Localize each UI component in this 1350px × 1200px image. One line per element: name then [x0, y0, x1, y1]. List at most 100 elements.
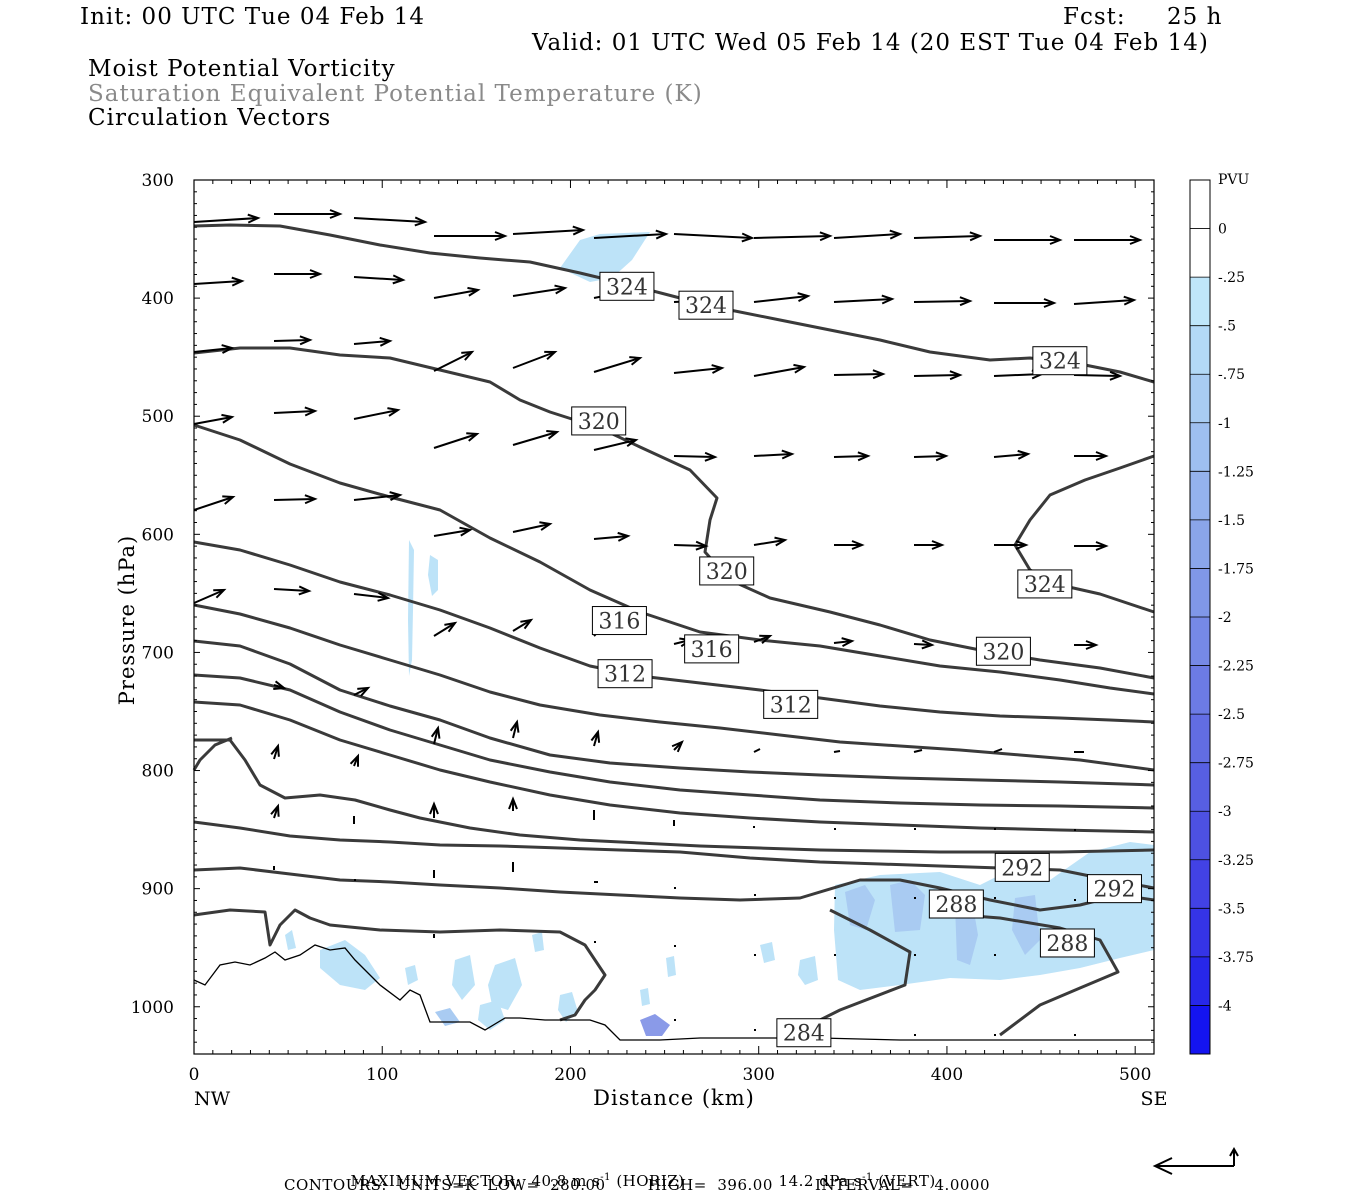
colorbar-level-label: -1.25: [1218, 464, 1254, 480]
contour-label-text: 292: [1001, 856, 1043, 881]
pvu-colorbar: PVU 0 -.25 -.5 -.75 -1 -1.25 -1.5 -1.75 -2 -2.25 -2…: [1189, 172, 1254, 1055]
circulation-vector: [1073, 295, 1137, 306]
vector-shaft: [512, 351, 556, 369]
pv-shading-region: [798, 956, 818, 985]
pv-shading-region: [285, 930, 296, 950]
vector-head: [625, 437, 639, 448]
y-tick-label: 1000: [131, 998, 174, 1018]
vector-head: [1129, 235, 1143, 245]
circulation-vector: [270, 743, 280, 760]
axis-layer: 300 400 500 600 700 800 900 1000 0 100 200 300 400 50…: [131, 171, 1168, 1110]
colorbar-level-label: -1: [1218, 416, 1232, 432]
vector-head: [921, 639, 935, 650]
vector-shaft: [353, 494, 401, 501]
vector-shaft: [913, 374, 961, 377]
circulation-vector: [753, 363, 807, 377]
vector-head: [872, 369, 886, 380]
vector-head: [1049, 235, 1063, 245]
vector-head: [304, 406, 318, 417]
vector-shaft: [673, 544, 707, 547]
contour-label-layer: 324 324 324 320 320 324 320 316 316 312 312 292 292 2…: [571, 271, 1142, 1048]
vector-head: [572, 225, 586, 236]
x-tick-label: 100: [366, 1065, 398, 1085]
vector-head: [544, 350, 558, 361]
forecast-hour-label: Fcst:: [1063, 4, 1126, 30]
vector-head: [414, 216, 428, 227]
contour-label-text: 312: [604, 663, 646, 688]
vector-head: [379, 336, 393, 347]
vector-head: [935, 451, 949, 462]
vector-head: [793, 363, 807, 374]
vector-shaft: [433, 529, 471, 537]
vector-head: [377, 591, 391, 602]
circulation-vector: [753, 634, 773, 644]
vector-shaft: [673, 455, 716, 458]
horiz-exponent: -1: [600, 1172, 612, 1183]
contour-label-text: 312: [770, 693, 812, 718]
pv-shading-region: [405, 965, 418, 985]
contour-label-box: [591, 606, 647, 636]
circulation-vector: [512, 521, 553, 533]
contour-label: 292: [994, 852, 1050, 882]
terrain-line-layer: [193, 944, 1154, 1041]
vector-head: [629, 356, 643, 366]
vert-vector-text: 14.2 dPa s-1 (VERT): [768, 1158, 936, 1189]
contour-label-box: [975, 636, 1031, 666]
circulation-vector: [593, 531, 631, 542]
vector-shaft: [433, 727, 439, 745]
circulation-vector: [353, 216, 428, 227]
vector-head: [671, 740, 684, 753]
vector-shaft: [353, 217, 426, 223]
vector-shaft: [833, 750, 841, 753]
vector-shaft: [753, 748, 761, 753]
circulation-vector: [593, 437, 639, 451]
horiz-suffix: (HORIZ): [616, 1172, 685, 1190]
vector-head: [298, 585, 312, 596]
circulation-vector: [274, 209, 343, 219]
vector-shaft: [193, 416, 233, 425]
contour-label-box: [1017, 569, 1073, 599]
vector-head: [329, 209, 343, 219]
circulation-vector: [193, 213, 261, 224]
contour-label-text: 320: [578, 410, 620, 435]
thetaes-contour: [193, 639, 1155, 787]
colorbar-level-label: -1.75: [1218, 561, 1254, 577]
contour-label-box: [597, 659, 653, 689]
colorbar-level-label: -1.5: [1218, 513, 1245, 529]
circulation-vector: [512, 430, 560, 446]
pv-shading-region: [532, 932, 544, 952]
circulation-vector: [430, 725, 441, 745]
circulation-vector: [1074, 640, 1099, 650]
circulation-vector: [433, 526, 473, 537]
vector-shaft: [593, 233, 667, 239]
colorbar-segment: [1190, 568, 1210, 618]
circulation-vector: [673, 451, 718, 462]
colorbar-level-label: -2.75: [1218, 756, 1254, 772]
vector-shaft: [753, 235, 831, 239]
vector-head: [819, 231, 833, 242]
circulation-vector: [274, 269, 323, 279]
contour-label-box: [1039, 928, 1095, 958]
vector-head: [711, 364, 725, 374]
vector-head: [857, 451, 871, 462]
colorbar-level-label: -3.75: [1218, 950, 1254, 966]
vector-shaft: [1073, 299, 1135, 305]
vector-head: [554, 284, 568, 295]
circulation-vector: [512, 284, 568, 297]
circulation-vector: [353, 336, 393, 347]
circulation-vector: [913, 639, 935, 650]
colorbar-segment: [1190, 422, 1210, 472]
vector-shaft: [593, 535, 629, 540]
x-tick-label: 0: [189, 1065, 200, 1085]
vector-shaft: [433, 351, 473, 372]
contour-label: 324: [678, 290, 734, 320]
y-tick-label: 400: [142, 289, 174, 309]
colorbar-segment: [1190, 956, 1210, 1006]
vector-head: [617, 531, 631, 542]
vector-head: [949, 370, 963, 381]
contour-label-box: [776, 1018, 832, 1048]
vector-shaft: [593, 357, 641, 373]
circulation-vector: [913, 749, 923, 753]
pv-shading-region: [435, 1008, 460, 1026]
vector-head: [655, 229, 669, 240]
